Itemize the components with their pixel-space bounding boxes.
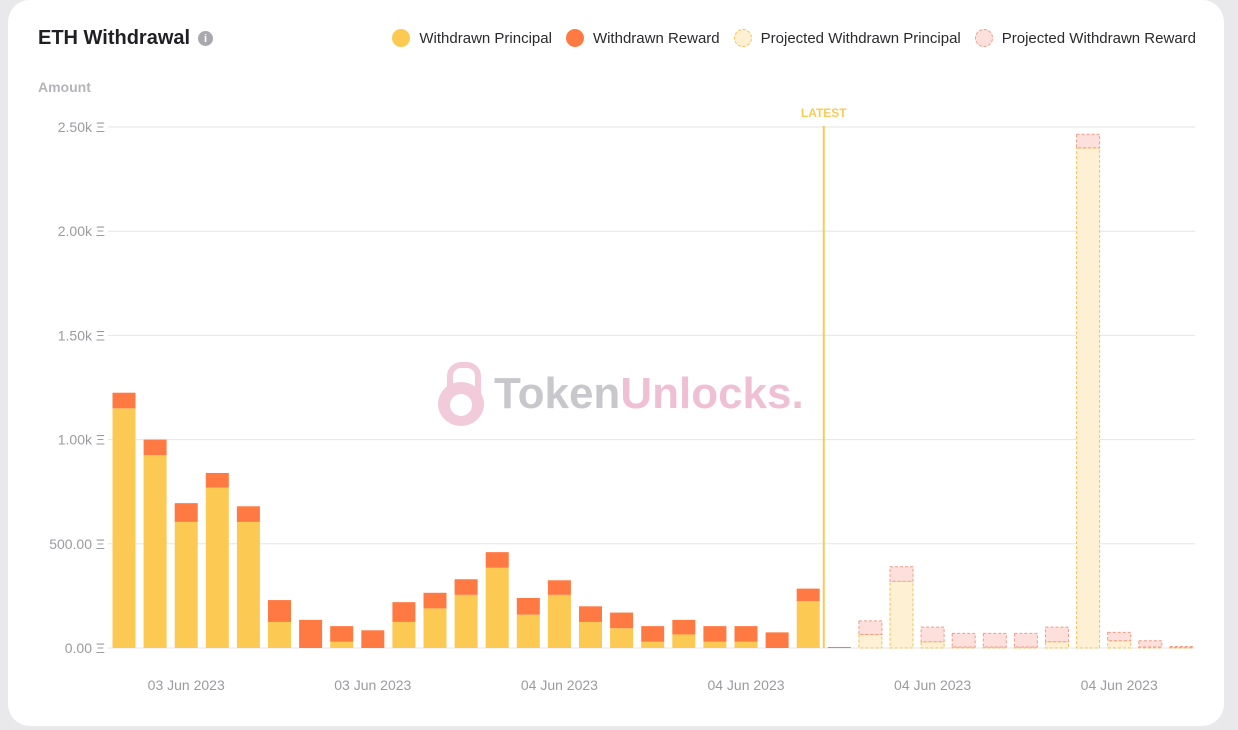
bar-withdrawn-reward — [112, 392, 136, 409]
bar-withdrawn-reward — [796, 588, 820, 602]
bar-withdrawn-reward — [765, 632, 789, 648]
bar-withdrawn-principal — [423, 608, 447, 648]
bar-withdrawn-reward — [268, 600, 291, 622]
bar-projected-reward — [951, 632, 976, 648]
x-tick-label: 04 Jun 2023 — [707, 677, 784, 693]
chart-title-row: ETH Withdrawal i — [38, 27, 214, 50]
bar-projected-reward — [1169, 646, 1194, 649]
bar-withdrawn-reward — [174, 503, 198, 522]
x-tick-label: 04 Jun 2023 — [1081, 677, 1158, 693]
bar-withdrawn-reward — [236, 506, 260, 522]
legend-item-withdrawn-reward[interactable]: Withdrawn Reward — [565, 29, 720, 47]
bar-withdrawn-reward — [205, 472, 229, 488]
bar-projected-reward — [858, 620, 883, 635]
legend-item-projected-principal[interactable]: Projected Withdrawn Principal — [733, 29, 961, 47]
chart-title: ETH Withdrawal — [38, 27, 191, 49]
bar-withdrawn-reward — [392, 602, 416, 622]
y-tick-label: 500.00 Ξ — [49, 536, 105, 552]
bar-projected-reward — [982, 632, 1007, 648]
bar-withdrawn-principal — [236, 521, 260, 648]
legend-swatch-projected-principal — [733, 29, 752, 47]
bar-withdrawn-principal — [641, 641, 665, 648]
x-tick-label: 03 Jun 2023 — [334, 677, 411, 693]
bar-projected-reward — [889, 566, 914, 582]
legend-item-projected-reward[interactable]: Projected Withdrawn Reward — [974, 29, 1196, 47]
bar-withdrawn-principal — [268, 621, 291, 648]
y-axis-title: Amount — [38, 79, 91, 95]
watermark-text: Unlocks. — [620, 369, 804, 418]
bar-withdrawn-reward — [454, 579, 478, 595]
bar-withdrawn-principal — [174, 521, 198, 648]
chart-plot: 0.00 Ξ 500.00 Ξ 1.00k Ξ 1.50k Ξ 2.00k Ξ 2.50k… — [49, 106, 1195, 693]
legend-label: Withdrawn Reward — [592, 29, 720, 47]
bar-withdrawn-reward — [672, 619, 696, 635]
bar-withdrawn-reward — [143, 439, 167, 456]
bar-withdrawn-reward — [827, 646, 851, 648]
bar-withdrawn-reward — [579, 606, 602, 622]
latest-marker-label: LATEST — [801, 106, 847, 120]
bar-withdrawn-principal — [112, 408, 136, 648]
bar-projected-principal — [1076, 147, 1101, 649]
bar-projected-principal — [1107, 640, 1132, 649]
bar-projected-reward — [1076, 133, 1101, 149]
watermark-logo: TokenUnlocks. — [438, 360, 804, 428]
y-tick-label: 1.00k Ξ — [58, 432, 105, 448]
bar-projected-reward — [1138, 640, 1163, 648]
lock-icon — [438, 360, 484, 428]
bar-withdrawn-principal — [330, 641, 354, 648]
legend-item-withdrawn-principal[interactable]: Withdrawn Principal — [392, 29, 552, 47]
y-tick-label: 2.00k Ξ — [58, 223, 105, 239]
bar-withdrawn-reward — [299, 619, 323, 648]
bar-projected-reward — [1107, 631, 1132, 642]
legend-label: Projected Withdrawn Reward — [1001, 29, 1196, 47]
bar-projected-reward — [920, 626, 945, 643]
bar-withdrawn-principal — [610, 628, 634, 648]
bar-withdrawn-principal — [579, 621, 602, 648]
bar-withdrawn-principal — [734, 641, 758, 648]
bar-withdrawn-principal — [672, 634, 696, 648]
bar-withdrawn-principal — [516, 614, 540, 648]
bar-projected-principal — [858, 633, 883, 649]
bar-withdrawn-principal — [703, 641, 727, 648]
bar-withdrawn-reward — [610, 612, 634, 629]
legend-swatch-withdrawn-reward — [565, 29, 584, 47]
bar-withdrawn-reward — [330, 626, 354, 642]
legend-label: Withdrawn Principal — [419, 29, 552, 47]
bar-withdrawn-reward — [516, 597, 540, 615]
bar-withdrawn-principal — [392, 621, 416, 648]
bar-projected-principal — [920, 641, 945, 649]
chart-legend: Withdrawn Principal Withdrawn Reward Pro… — [392, 29, 1196, 47]
bar-withdrawn-reward — [734, 626, 758, 642]
bar-withdrawn-principal — [547, 594, 571, 648]
bar-withdrawn-reward — [423, 592, 447, 609]
bar-withdrawn-reward — [641, 626, 665, 642]
legend-swatch-projected-reward — [974, 29, 993, 47]
y-tick-label: 2.50k Ξ — [58, 119, 105, 135]
bar-withdrawn-reward — [485, 552, 509, 568]
bar-projected-reward — [1045, 626, 1069, 643]
bar-withdrawn-principal — [454, 594, 478, 648]
bar-withdrawn-principal — [143, 455, 167, 648]
y-tick-label: 0.00 Ξ — [65, 640, 105, 656]
bar-withdrawn-reward — [703, 626, 727, 642]
x-tick-label: 04 Jun 2023 — [894, 677, 971, 693]
y-tick-label: 1.50k Ξ — [58, 327, 105, 343]
x-tick-label: 04 Jun 2023 — [521, 677, 598, 693]
info-icon[interactable]: i — [198, 31, 214, 46]
x-tick-label: 03 Jun 2023 — [148, 677, 225, 693]
bar-withdrawn-reward — [361, 630, 385, 648]
bar-withdrawn-principal — [205, 487, 229, 648]
legend-label: Projected Withdrawn Principal — [760, 29, 961, 47]
bar-projected-reward — [1013, 632, 1038, 648]
bar-withdrawn-principal — [485, 567, 509, 648]
bar-projected-principal — [1045, 641, 1069, 649]
watermark-text: Token — [494, 369, 621, 418]
bar-projected-principal — [889, 580, 914, 649]
legend-swatch-withdrawn-principal — [392, 29, 411, 47]
chart-card: ETH Withdrawal i Withdrawn Principal Wit… — [8, 0, 1224, 726]
bar-withdrawn-principal — [796, 601, 820, 648]
bar-withdrawn-reward — [547, 580, 571, 595]
